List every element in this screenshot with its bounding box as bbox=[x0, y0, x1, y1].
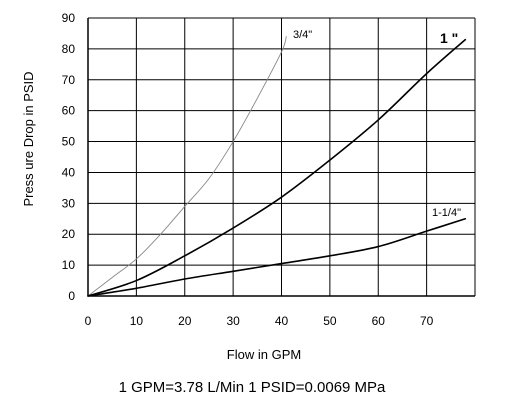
y-tick-label: 70 bbox=[62, 73, 76, 87]
y-tick-label: 10 bbox=[62, 258, 76, 272]
series-line-1 bbox=[87, 38, 467, 297]
series-label-3-4: 3/4" bbox=[293, 29, 312, 41]
x-tick-label: 40 bbox=[275, 314, 289, 328]
y-tick-label: 60 bbox=[62, 104, 76, 118]
x-axis-label: Flow in GPM bbox=[227, 347, 301, 362]
y-tick-label: 0 bbox=[68, 289, 75, 303]
y-axis-label: Press ure Drop in PSID bbox=[21, 71, 36, 206]
series-label-1: 1 " bbox=[440, 30, 458, 46]
x-tick-label: 10 bbox=[130, 314, 144, 328]
y-tick-label: 40 bbox=[62, 165, 76, 179]
y-tick-label: 90 bbox=[62, 11, 76, 25]
y-tick-label: 30 bbox=[62, 196, 76, 210]
x-tick-label: 30 bbox=[226, 314, 240, 328]
series-group bbox=[87, 36, 467, 297]
x-tick-label: 20 bbox=[178, 314, 192, 328]
y-tick-label: 80 bbox=[62, 42, 76, 56]
conversion-footer: 1 GPM=3.78 L/Min 1 PSID=0.0069 MPa bbox=[119, 379, 386, 396]
grid bbox=[87, 17, 476, 297]
x-tick-label: 70 bbox=[420, 314, 434, 328]
y-tick-label: 50 bbox=[62, 135, 76, 149]
y-tick-label: 20 bbox=[62, 227, 76, 241]
series-line-3-4 bbox=[87, 36, 287, 297]
x-tick-label: 60 bbox=[372, 314, 386, 328]
tick-labels: 0 10 20 30 40 50 60 70 0 10 20 30 40 50 60 70 80 90 bbox=[62, 11, 434, 328]
series-label-1-1-4: 1-1/4" bbox=[432, 207, 461, 219]
series-line-1-1-4 bbox=[87, 217, 467, 297]
x-tick-label: 0 bbox=[85, 314, 92, 328]
x-tick-label: 50 bbox=[323, 314, 337, 328]
